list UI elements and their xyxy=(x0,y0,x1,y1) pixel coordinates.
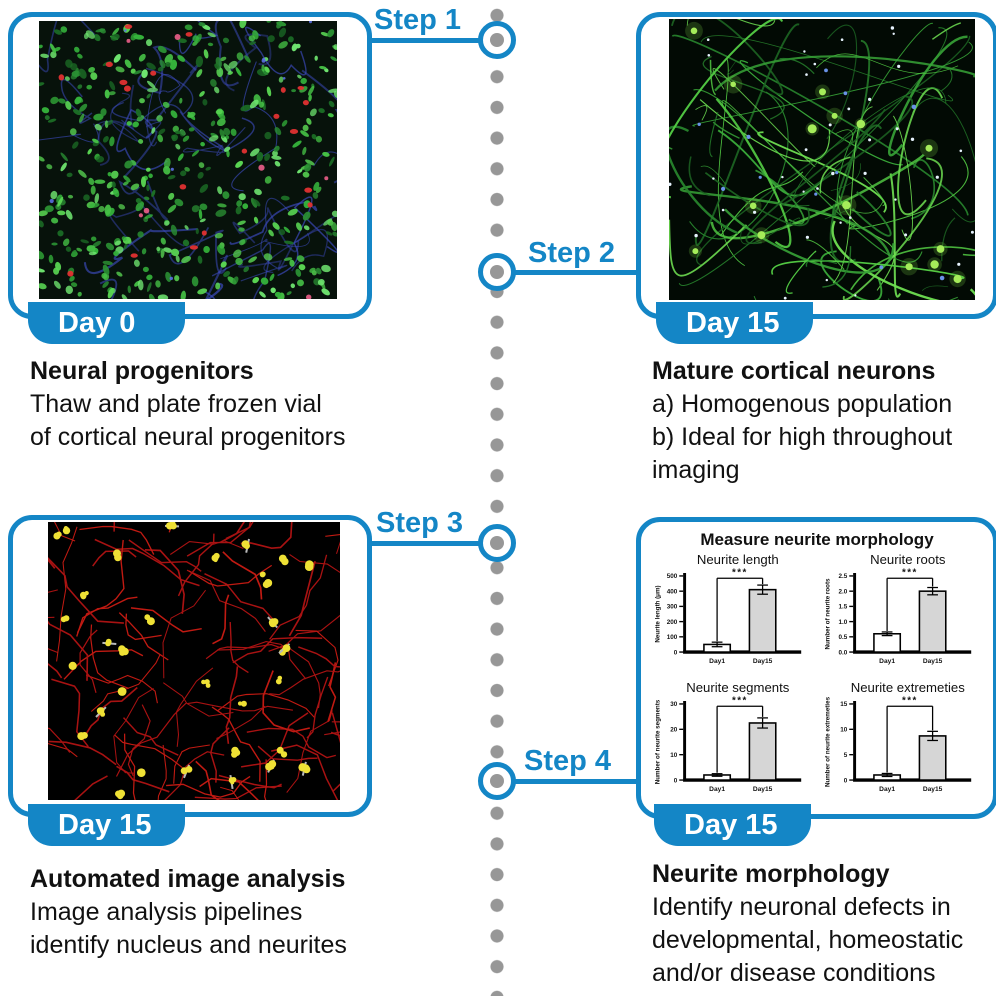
day-tag-label: Day 15 xyxy=(58,809,152,841)
svg-text:2.0: 2.0 xyxy=(838,588,847,595)
caption-panel4: Neurite morphology Identify neuronal def… xyxy=(652,858,996,990)
step2-label: Step 2 xyxy=(528,237,616,269)
step2-node-circle-icon xyxy=(478,253,516,291)
svg-text:Day15: Day15 xyxy=(923,658,943,665)
caption-line: Identify neuronal defects in xyxy=(652,893,951,921)
step4-node-circle-icon xyxy=(478,762,516,800)
chart-neurite-extremeties: Neurite extremeties 0 5 10 15 Number of neuri… xyxy=(819,678,979,806)
svg-text:400: 400 xyxy=(667,588,678,595)
caption-panel1: Neural progenitors Thaw and plate frozen… xyxy=(30,355,410,454)
chart-neurite-roots: Neurite roots 0.0 0.5 1.0 1.5 2.0 2.5 Number of… xyxy=(819,550,979,678)
svg-text:10: 10 xyxy=(840,727,848,734)
svg-text:Number of neurite extremeties: Number of neurite extremeties xyxy=(825,696,832,787)
svg-text:0: 0 xyxy=(674,649,678,656)
svg-text:10: 10 xyxy=(670,752,678,759)
caption-line: b) Ideal for high throughout xyxy=(652,423,953,451)
svg-text:5: 5 xyxy=(844,752,848,759)
mature-neurons-micrograph xyxy=(669,19,975,300)
day-tag-panel2: Day 15 xyxy=(656,302,813,344)
svg-text:2.5: 2.5 xyxy=(838,573,847,580)
step3-connector-line xyxy=(357,541,480,546)
panel-neurite-morphology-charts: Measure neurite morphology Neurite lengt… xyxy=(636,517,996,819)
svg-text:500: 500 xyxy=(667,573,678,580)
svg-text:100: 100 xyxy=(667,634,678,641)
caption-title: Neural progenitors xyxy=(30,357,254,385)
svg-text:Day15: Day15 xyxy=(753,658,773,665)
caption-panel2: Mature cortical neurons a) Homogenous po… xyxy=(652,355,996,487)
chart-neurite-segments: Neurite segments 0 10 20 30 Number of neurite… xyxy=(649,678,809,806)
caption-title: Neurite morphology xyxy=(652,860,890,888)
svg-text:Number of neurite roots: Number of neurite roots xyxy=(825,578,832,650)
svg-text:1.5: 1.5 xyxy=(838,604,847,611)
step3-node-circle-icon xyxy=(478,524,516,562)
svg-text:***: *** xyxy=(902,695,918,706)
caption-line: Thaw and plate frozen vial xyxy=(30,390,322,418)
chart-neurite-length: Neurite length 0 100 200 300 400 500 Neurite le… xyxy=(649,550,809,678)
step1-label: Step 1 xyxy=(374,4,462,36)
panel-neural-progenitors xyxy=(8,12,372,319)
svg-text:0.5: 0.5 xyxy=(838,634,847,641)
svg-text:***: *** xyxy=(902,567,918,578)
step4-node-dot-icon xyxy=(490,774,504,788)
day-tag-label: Day 15 xyxy=(684,809,778,841)
step4-connector-line xyxy=(514,779,638,784)
svg-text:Number of neurite segments: Number of neurite segments xyxy=(655,699,662,784)
svg-text:***: *** xyxy=(732,695,748,706)
step2-connector-line xyxy=(514,270,638,275)
caption-line: imaging xyxy=(652,456,740,484)
svg-text:Neurite length (μm): Neurite length (μm) xyxy=(655,585,662,642)
panel-mature-neurons xyxy=(636,12,996,319)
caption-line: Image analysis pipelines xyxy=(30,898,303,926)
svg-text:Neurite extremeties: Neurite extremeties xyxy=(851,680,965,695)
neural-progenitors-micrograph xyxy=(39,21,337,299)
chart-panel-title: Measure neurite morphology xyxy=(700,530,934,549)
step1-node-circle-icon xyxy=(478,21,516,59)
svg-text:Day1: Day1 xyxy=(879,658,895,665)
svg-text:Day1: Day1 xyxy=(709,658,725,665)
caption-title: Automated image analysis xyxy=(30,865,346,893)
svg-text:Day1: Day1 xyxy=(879,786,895,793)
caption-line: identify nucleus and neurites xyxy=(30,931,347,959)
day-tag-panel4: Day 15 xyxy=(654,804,811,846)
step1-node-dot-icon xyxy=(490,33,504,47)
caption-line: and/or disease conditions xyxy=(652,959,936,987)
svg-text:Neurite roots: Neurite roots xyxy=(870,552,946,567)
svg-text:Neurite segments: Neurite segments xyxy=(686,680,790,695)
day-tag-panel1: Day 0 xyxy=(28,302,185,344)
svg-text:30: 30 xyxy=(670,701,678,708)
svg-text:200: 200 xyxy=(667,619,678,626)
svg-text:300: 300 xyxy=(667,604,678,611)
caption-line: a) Homogenous population xyxy=(652,390,953,418)
neurite-tracing-image xyxy=(48,522,340,800)
caption-line: of cortical neural progenitors xyxy=(30,423,346,451)
panel-image-analysis xyxy=(8,515,372,817)
svg-text:15: 15 xyxy=(840,701,848,708)
step2-node-dot-icon xyxy=(490,265,504,279)
caption-title: Mature cortical neurons xyxy=(652,357,936,385)
svg-text:Neurite length: Neurite length xyxy=(697,552,779,567)
svg-text:0: 0 xyxy=(674,777,678,784)
svg-text:0.0: 0.0 xyxy=(838,649,847,656)
step4-label: Step 4 xyxy=(524,745,612,777)
step3-label: Step 3 xyxy=(376,507,464,539)
step1-connector-line xyxy=(357,38,480,43)
svg-text:1.0: 1.0 xyxy=(838,619,847,626)
caption-line: developmental, homeostatic xyxy=(652,926,964,954)
svg-text:0: 0 xyxy=(844,777,848,784)
svg-text:***: *** xyxy=(732,567,748,578)
step3-node-dot-icon xyxy=(490,536,504,550)
day-tag-label: Day 0 xyxy=(58,307,136,339)
svg-text:Day15: Day15 xyxy=(753,786,773,793)
svg-text:Day1: Day1 xyxy=(709,786,725,793)
timeline-dotted-line xyxy=(490,0,504,996)
svg-text:20: 20 xyxy=(670,727,678,734)
caption-panel3: Automated image analysis Image analysis … xyxy=(30,863,430,962)
svg-text:Day15: Day15 xyxy=(923,786,943,793)
day-tag-panel3: Day 15 xyxy=(28,804,185,846)
day-tag-label: Day 15 xyxy=(686,307,780,339)
